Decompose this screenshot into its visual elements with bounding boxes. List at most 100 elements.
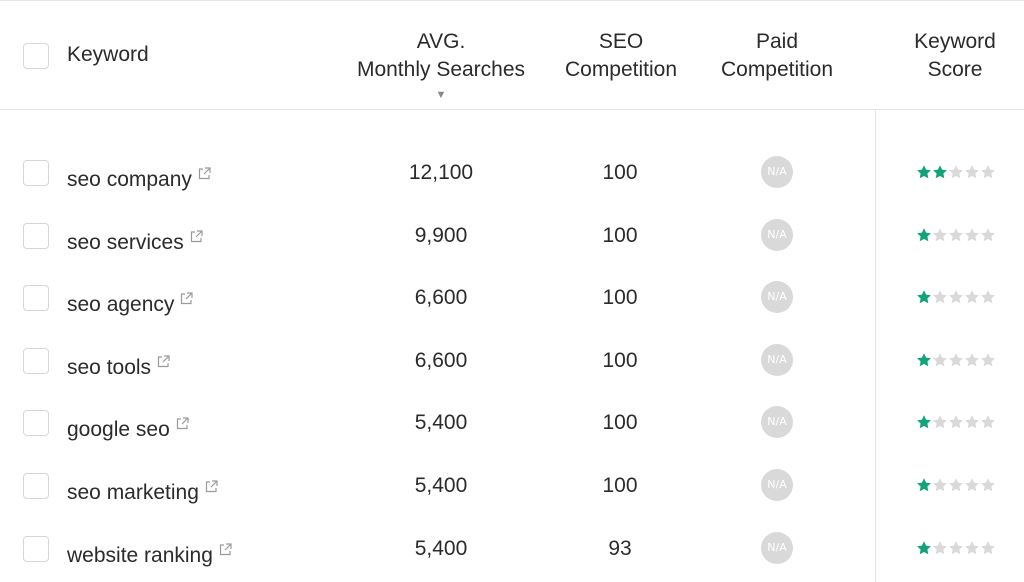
table-row[interactable]: seo tools 6,600 100 N/A [0,330,1024,392]
keyword-score-stars [916,164,996,182]
keyword-score-stars [916,352,996,370]
star-empty-icon [964,352,980,368]
star-filled-icon [916,227,932,243]
seo-header-line2: Competition [564,58,678,81]
paid-competition-na-badge: N/A [761,406,793,438]
keyword-cell: website ranking [67,538,232,568]
keyword-text: seo agency [67,293,175,316]
star-empty-icon [932,414,948,430]
seo-competition-value: 100 [602,161,638,184]
paid-header-line2: Competition [720,58,834,81]
paid-competition-na-badge: N/A [761,344,793,376]
star-filled-icon [916,352,932,368]
keyword-score-stars [916,540,996,558]
monthly-searches-value: 5,400 [414,411,468,434]
table-row[interactable]: seo services 9,900 100 N/A [0,205,1024,267]
star-empty-icon [980,414,996,430]
star-empty-icon [932,289,948,305]
star-empty-icon [948,164,964,180]
paid-competition-na-badge: N/A [761,281,793,313]
keyword-score-stars [916,477,996,495]
seo-competition-value: 100 [602,474,638,497]
row-checkbox[interactable] [23,348,49,374]
row-checkbox[interactable] [23,536,49,562]
star-filled-icon [916,540,932,556]
star-filled-icon [916,414,932,430]
star-empty-icon [980,352,996,368]
table-header: Keyword AVG. Monthly Searches ▼ SEO Comp… [0,0,1024,110]
star-empty-icon [980,540,996,556]
external-link-icon[interactable] [205,475,218,493]
table-row[interactable]: seo company 12,100 100 N/A [0,142,1024,204]
star-empty-icon [948,352,964,368]
star-empty-icon [980,227,996,243]
select-all-checkbox[interactable] [23,43,49,69]
star-empty-icon [964,164,980,180]
seo-competition-value: 100 [602,411,638,434]
star-empty-icon [964,414,980,430]
paid-competition-na-badge: N/A [761,532,793,564]
keyword-cell: seo company [67,162,211,192]
keyword-cell: google seo [67,412,189,442]
keyword-cell: seo tools [67,350,170,380]
seo-competition-column-header[interactable]: SEO Competition [551,28,691,84]
paid-competition-na-badge: N/A [761,156,793,188]
star-empty-icon [980,164,996,180]
searches-header-line1: AVG. [416,30,466,53]
external-link-icon[interactable] [198,162,211,180]
monthly-searches-value: 5,400 [414,474,468,497]
star-filled-icon [916,477,932,493]
keyword-cell: seo marketing [67,475,218,505]
keyword-column-header[interactable]: Keyword [67,41,149,69]
row-checkbox[interactable] [23,410,49,436]
row-checkbox[interactable] [23,223,49,249]
paid-competition-column-header[interactable]: Paid Competition [707,28,847,84]
star-empty-icon [932,352,948,368]
star-empty-icon [932,227,948,243]
row-checkbox[interactable] [23,473,49,499]
table-row[interactable]: website ranking 5,400 93 N/A [0,518,1024,580]
monthly-searches-value: 6,600 [414,349,468,372]
score-column-divider [875,110,876,582]
star-filled-icon [932,164,948,180]
star-empty-icon [948,540,964,556]
keyword-score-stars [916,414,996,432]
external-link-icon[interactable] [190,225,203,243]
keyword-cell: seo services [67,225,203,255]
star-empty-icon [964,540,980,556]
star-empty-icon [964,477,980,493]
table-row[interactable]: google seo 5,400 100 N/A [0,392,1024,454]
external-link-icon[interactable] [157,350,170,368]
external-link-icon[interactable] [219,538,232,556]
keyword-header-label: Keyword [67,43,149,66]
star-empty-icon [948,477,964,493]
table-row[interactable]: seo agency 6,600 100 N/A [0,267,1024,329]
star-empty-icon [948,414,964,430]
seo-competition-value: 93 [608,537,632,560]
paid-header-line1: Paid [755,30,799,53]
external-link-icon[interactable] [180,287,194,305]
searches-column-header[interactable]: AVG. Monthly Searches [340,28,542,84]
star-empty-icon [980,289,996,305]
keyword-text: seo company [67,168,192,191]
star-empty-icon [948,289,964,305]
table-row[interactable]: seo marketing 5,400 100 N/A [0,455,1024,517]
monthly-searches-value: 6,600 [414,286,468,309]
star-filled-icon [916,164,932,180]
keyword-text: seo tools [67,356,152,379]
searches-header-line2: Monthly Searches [356,58,526,81]
star-filled-icon [916,289,932,305]
star-empty-icon [932,477,948,493]
sort-desc-icon[interactable]: ▼ [435,89,447,101]
row-checkbox[interactable] [23,285,49,311]
keyword-cell: seo agency [67,287,194,317]
star-empty-icon [948,227,964,243]
row-checkbox[interactable] [23,160,49,186]
keyword-score-stars [916,289,996,307]
seo-competition-value: 100 [602,286,638,309]
external-link-icon[interactable] [176,412,189,430]
score-header-line2: Score [927,58,983,81]
keyword-score-column-header[interactable]: Keyword Score [890,28,1020,84]
star-empty-icon [964,227,980,243]
